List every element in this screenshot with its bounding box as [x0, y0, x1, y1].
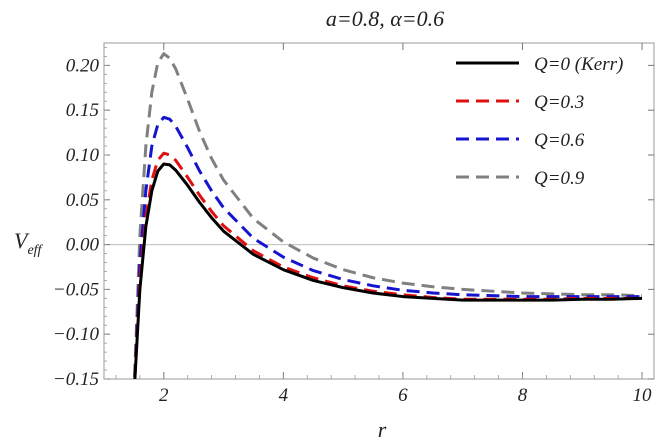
series-line-0	[133, 162, 643, 379]
x-tick-label: 4	[279, 385, 289, 406]
series-line-2	[133, 115, 643, 379]
y-tick-label: 0.10	[66, 145, 100, 166]
series-group	[133, 52, 643, 379]
legend: Q=0 (Kerr) Q=0.3 Q=0.6 Q=0.9	[456, 54, 623, 189]
x-tick-label: 6	[398, 385, 408, 406]
y-axis-label-main: V	[14, 228, 30, 253]
legend-label: Q=0.6	[534, 130, 585, 151]
y-tick-label: −0.05	[53, 279, 99, 300]
x-tick-label: 10	[633, 385, 653, 406]
y-tick-label: −0.15	[53, 369, 99, 390]
x-axis-label: r	[378, 417, 387, 442]
y-tick-label: 0.05	[66, 190, 99, 211]
legend-label: Q=0.9	[534, 168, 585, 189]
y-tick-label: 0.15	[66, 100, 99, 121]
y-tick-label: 0.20	[66, 55, 100, 76]
y-axis-label: Veff	[14, 228, 44, 258]
chart-title: a=0.8, α=0.6	[326, 6, 444, 31]
y-axis-ticks: −0.15 −0.10 −0.05 0.00 0.05 0.10 0.15 0.20	[53, 47, 654, 390]
y-tick-label: −0.10	[53, 324, 100, 345]
x-tick-label: 2	[159, 385, 169, 406]
legend-label: Q=0 (Kerr)	[534, 54, 623, 75]
legend-label: Q=0.3	[534, 92, 584, 113]
x-axis-ticks: 2 4 6 8 10	[115, 43, 653, 406]
x-tick-label: 8	[518, 385, 528, 406]
y-axis-label-sub: eff	[27, 243, 43, 258]
y-tick-label: 0.00	[66, 235, 100, 256]
